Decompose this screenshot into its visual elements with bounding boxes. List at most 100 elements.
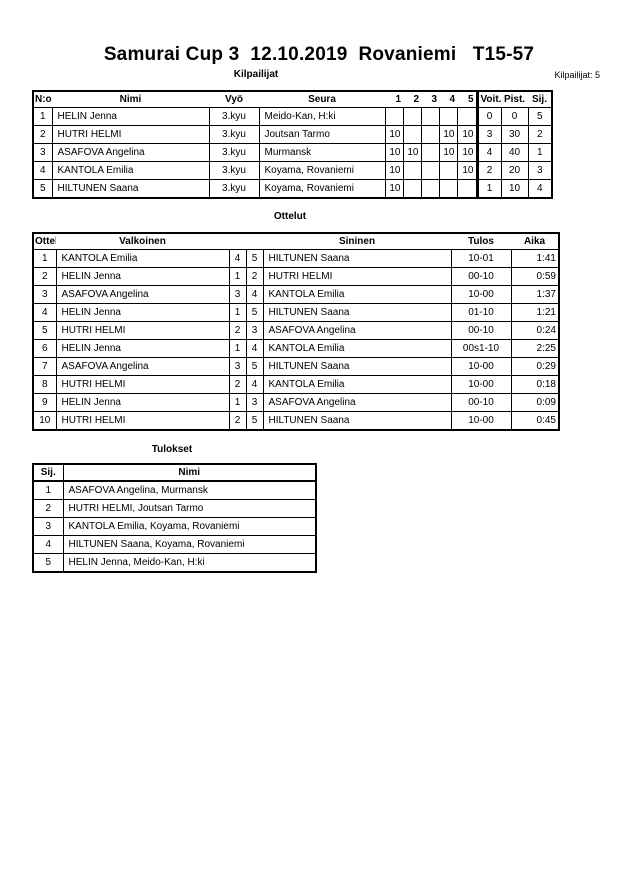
competitors-heading: Kilpailijat [233, 69, 279, 80]
competitor-row: 2 HUTRI HELMI 3.kyu Joutsan Tarmo 10 10 10 3 30 2 [32, 125, 553, 144]
cell: KANTOLA Emilia, Koyama, Rovaniemi [62, 517, 317, 536]
cell: 4 [245, 285, 264, 304]
cell: 3.kyu [208, 125, 260, 144]
cell: 0:29 [510, 357, 560, 376]
cell: 1 [228, 303, 247, 322]
column-header: 2 [403, 90, 421, 108]
cell: 00-10 [450, 267, 512, 286]
cell: 0:09 [510, 393, 560, 412]
cell: HUTRI HELMI [55, 375, 230, 394]
cell: 10 [438, 125, 458, 144]
cell: 2:25 [510, 339, 560, 358]
cell: HELIN Jenna [55, 267, 230, 286]
cell: 4 [32, 303, 57, 322]
cell: HUTRI HELMI, Joutsan Tarmo [62, 499, 317, 518]
competitor-row: 5 HILTUNEN Saana 3.kyu Koyama, Rovaniemi 10 1… [32, 179, 553, 199]
result-row: 1 ASAFOVA Angelina, Murmansk [32, 480, 317, 500]
cell: 00-10 [450, 321, 512, 340]
cell: 5 [32, 179, 53, 199]
competitor-row: 4 KANTOLA Emilia 3.kyu Koyama, Rovaniemi 10 1… [32, 161, 553, 180]
cell: HELIN Jenna [55, 393, 230, 412]
cell: 3.kyu [208, 161, 260, 180]
column-header: 3 [421, 90, 439, 108]
column-header: 4 [439, 90, 457, 108]
cell: 3 [32, 285, 57, 304]
cell: 3 [527, 161, 553, 180]
cell: 10 [500, 179, 529, 199]
cell: KANTOLA Emilia [262, 339, 452, 358]
column-header: 5 [457, 90, 477, 108]
cell: 9 [32, 393, 57, 412]
cell: 2 [228, 411, 247, 431]
cell [420, 161, 440, 180]
cell: ASAFOVA Angelina [55, 357, 230, 376]
cell: 10 [384, 125, 404, 144]
cell: 20 [500, 161, 529, 180]
cell: 10 [438, 143, 458, 162]
cell: 4 [245, 339, 264, 358]
competitor-row: 3 ASAFOVA Angelina 3.kyu Murmansk 10 10 10 10 4 4… [32, 143, 553, 162]
column-header: Sininen [263, 232, 451, 250]
column-header [229, 232, 263, 250]
match-row: 6 HELIN Jenna 1 4 KANTOLA Emilia 00s1-10 2:25 [32, 339, 560, 358]
cell: HELIN Jenna, Meido-Kan, H:ki [62, 553, 317, 573]
cell: HILTUNEN Saana [262, 249, 452, 268]
cell: KANTOLA Emilia [262, 375, 452, 394]
column-header: Nimi [62, 463, 316, 482]
match-row: 8 HUTRI HELMI 2 4 KANTOLA Emilia 10-00 0:18 [32, 375, 560, 394]
result-row: 3 KANTOLA Emilia, Koyama, Rovaniemi [32, 517, 317, 536]
cell: 3 [245, 321, 264, 340]
cell: HUTRI HELMI [262, 267, 452, 286]
result-row: 5 HELIN Jenna, Meido-Kan, H:ki [32, 553, 317, 573]
cell: 0:45 [510, 411, 560, 431]
cell: 01-10 [450, 303, 512, 322]
cell: HILTUNEN Saana [51, 179, 210, 199]
cell: 0:18 [510, 375, 560, 394]
cell: 3 [475, 125, 502, 144]
cell: 10 [456, 161, 478, 180]
cell: 4 [475, 143, 502, 162]
column-header: Valkoinen [56, 232, 229, 250]
cell: 1 [527, 143, 553, 162]
match-row: 3 ASAFOVA Angelina 3 4 KANTOLA Emilia 10-00 1:… [32, 285, 560, 304]
cell: 10 [384, 179, 404, 199]
cell: 3 [32, 517, 64, 536]
cell: 3.kyu [208, 143, 260, 162]
cell: HILTUNEN Saana [262, 303, 452, 322]
column-header: Pist. [501, 90, 528, 108]
cell: 3 [228, 357, 247, 376]
cell: 5 [245, 357, 264, 376]
cell: 5 [245, 303, 264, 322]
cell: 6 [32, 339, 57, 358]
cell: KANTOLA Emilia [55, 249, 230, 268]
cell: 0:59 [510, 267, 560, 286]
cell: 10 [384, 143, 404, 162]
result-row: 2 HUTRI HELMI, Joutsan Tarmo [32, 499, 317, 518]
cell: KANTOLA Emilia [262, 285, 452, 304]
column-header: Vyö [209, 90, 259, 108]
cell: 5 [245, 249, 264, 268]
cell: HELIN Jenna [55, 303, 230, 322]
cell: 2 [32, 125, 53, 144]
page-title: Samurai Cup 3 12.10.2019 Rovaniemi T15-5… [103, 44, 535, 65]
cell: Murmansk [258, 143, 386, 162]
cell: 1 [228, 267, 247, 286]
cell [420, 107, 440, 126]
cell: 3.kyu [208, 179, 260, 199]
cell: 10-00 [450, 411, 512, 431]
cell: 4 [32, 161, 53, 180]
column-header: Tulos [451, 232, 511, 250]
cell: 10 [402, 143, 422, 162]
cell: 5 [245, 411, 264, 431]
cell: 3 [228, 285, 247, 304]
column-header: Sij. [528, 90, 552, 108]
cell [438, 161, 458, 180]
cell: ASAFOVA Angelina [262, 321, 452, 340]
cell: 4 [228, 249, 247, 268]
cell [402, 107, 422, 126]
cell: ASAFOVA Angelina [51, 143, 210, 162]
cell: 10 [384, 161, 404, 180]
cell: 10-01 [450, 249, 512, 268]
cell: 1:41 [510, 249, 560, 268]
cell: 3 [245, 393, 264, 412]
